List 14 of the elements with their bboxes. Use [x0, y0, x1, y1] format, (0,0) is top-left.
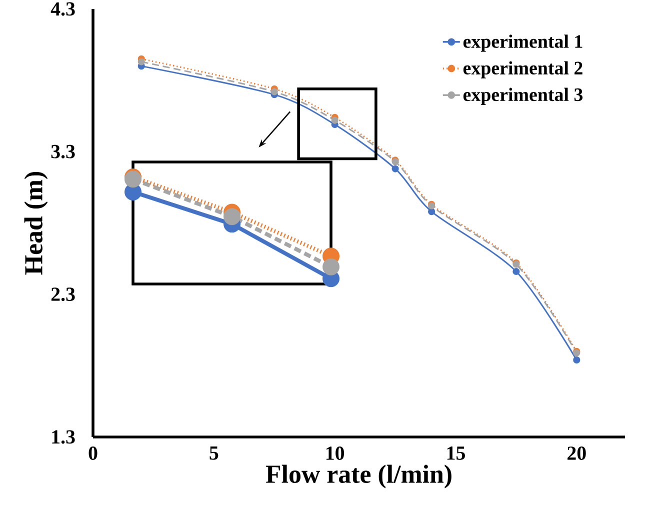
x-tick-label: 15 [447, 446, 465, 460]
y-tick-label: 3.3 [51, 144, 75, 158]
legend-label: experimental 1 [463, 34, 582, 52]
x-tick-label: 0 [88, 446, 98, 460]
x-axis-title: Flow rate (l/min) [266, 464, 452, 488]
y-tick-label: 4.3 [50, 2, 75, 16]
legend-label: experimental 2 [463, 61, 582, 78]
x-tick-label: 5 [210, 446, 218, 460]
x-tick-label: 20 [568, 446, 586, 460]
x-tick-label: 10 [326, 446, 344, 460]
y-tick-label: 1.3 [52, 430, 75, 444]
legend-label: experimental 3 [463, 88, 583, 105]
y-tick-label: 2.3 [51, 288, 75, 302]
y-axis-title: Head (m) [24, 172, 48, 275]
